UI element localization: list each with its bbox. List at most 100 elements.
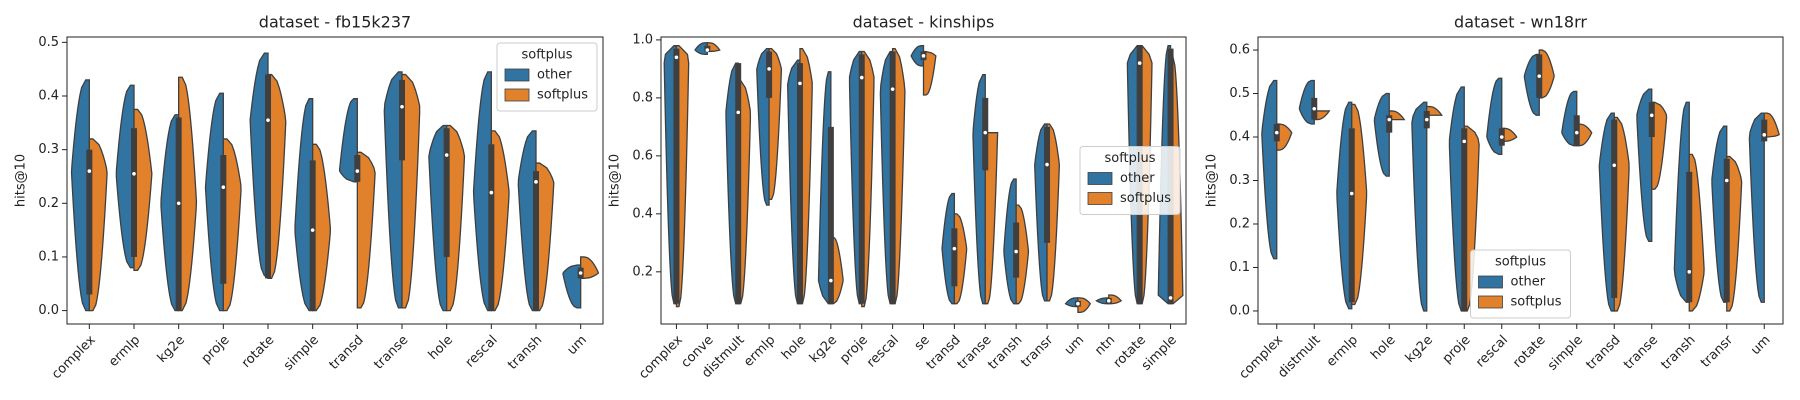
legend-title: softplus xyxy=(1495,255,1546,270)
half-violin xyxy=(817,71,832,305)
half-violin xyxy=(1538,49,1555,99)
y-tick-label: 0.4 xyxy=(632,206,653,221)
median-dot xyxy=(1106,299,1111,303)
half-violin xyxy=(535,162,555,312)
y-tick-label: 1.0 xyxy=(632,32,653,47)
iqr-box xyxy=(827,126,834,304)
iqr-box xyxy=(309,160,316,311)
x-tick-label: ntn xyxy=(1092,333,1118,359)
x-tick-label: um xyxy=(1062,333,1087,358)
median-dot xyxy=(983,130,988,135)
iqr-box xyxy=(889,51,896,304)
half-violin xyxy=(1336,101,1353,310)
median-dot xyxy=(798,81,802,86)
half-violin xyxy=(1448,86,1465,312)
iqr-box xyxy=(354,155,361,182)
median-dot xyxy=(176,201,181,206)
median-dot xyxy=(1076,301,1080,306)
x-tick-label: proje xyxy=(199,333,233,367)
y-tick-label: 0.2 xyxy=(1229,216,1250,231)
y-tick-label: 0.6 xyxy=(1229,43,1250,58)
half-violin xyxy=(1613,116,1630,312)
y-tick-label: 0.0 xyxy=(1229,303,1250,318)
x-tick-label: ermlp xyxy=(1324,333,1361,370)
x-tick-label: transe xyxy=(1621,333,1661,373)
x-tick-label: se xyxy=(912,333,933,354)
median-dot xyxy=(705,48,710,52)
half-violin xyxy=(383,71,403,309)
half-violin xyxy=(312,143,331,312)
y-tick-label: 0.5 xyxy=(38,35,59,50)
half-violin xyxy=(1673,101,1690,303)
x-tick-label: transh xyxy=(505,333,545,373)
half-violin xyxy=(1561,90,1578,147)
half-violin xyxy=(910,45,925,67)
half-violin xyxy=(160,114,180,312)
x-tick-label: simple xyxy=(281,333,322,374)
median-dot xyxy=(221,185,226,190)
median-dot xyxy=(1724,178,1729,183)
median-dot xyxy=(578,271,583,275)
iqr-box xyxy=(265,74,271,279)
x-tick-label: transh xyxy=(985,333,1025,373)
half-violin xyxy=(1426,105,1443,116)
x-tick-label: transh xyxy=(1658,333,1698,373)
half-violin xyxy=(1064,297,1079,308)
half-violin xyxy=(706,42,721,53)
half-violin xyxy=(1726,155,1743,312)
x-tick-label: transr xyxy=(1698,332,1736,370)
subplot: dataset - fb15k237 hits@10 0.0 0.1 0.2 0.3 0.4… xyxy=(14,13,604,382)
iqr-box xyxy=(175,117,182,311)
x-tick-label: hole xyxy=(779,333,809,363)
y-tick-label: 0.2 xyxy=(632,264,653,279)
median-dot xyxy=(1168,296,1173,300)
median-dot xyxy=(355,169,360,173)
half-violin xyxy=(879,50,894,305)
half-violin xyxy=(694,42,708,56)
median-dot xyxy=(921,54,926,58)
subplot-title: dataset - fb15k237 xyxy=(259,13,411,32)
half-violin xyxy=(517,130,537,312)
iqr-box xyxy=(443,128,450,257)
half-violin xyxy=(1046,123,1061,302)
half-violin xyxy=(1523,53,1540,116)
x-tick-label: hole xyxy=(426,333,456,363)
median-dot xyxy=(1537,74,1542,78)
half-violin xyxy=(1373,92,1390,177)
median-dot xyxy=(132,171,136,176)
x-tick-label: um xyxy=(1748,333,1773,358)
iqr-box xyxy=(796,63,803,304)
half-violin xyxy=(472,71,492,312)
half-violin xyxy=(941,192,956,305)
axes-frame xyxy=(66,36,604,325)
median-dot xyxy=(859,75,864,80)
legend-title: softplus xyxy=(1104,151,1155,166)
half-violin xyxy=(580,256,600,280)
median-dot xyxy=(266,118,270,122)
median-dot xyxy=(1014,249,1018,254)
x-tick-label: kg2e xyxy=(1403,333,1436,366)
median-dot xyxy=(1762,133,1767,137)
median-dot xyxy=(87,169,92,173)
iqr-box xyxy=(673,48,680,304)
half-violin xyxy=(861,50,875,308)
iqr-box xyxy=(488,144,495,311)
axes-frame xyxy=(1257,36,1784,325)
half-violin xyxy=(70,79,90,312)
legend-swatch xyxy=(504,88,530,102)
half-violin xyxy=(294,98,314,312)
half-violin xyxy=(1313,110,1331,121)
median-dot xyxy=(674,55,679,60)
y-tick-label: 0.1 xyxy=(38,249,59,264)
half-violin xyxy=(1598,112,1615,312)
half-violin xyxy=(922,50,937,96)
y-axis-label: hits@10 xyxy=(1205,154,1220,207)
half-violin xyxy=(786,59,801,305)
half-violin xyxy=(1388,110,1406,121)
y-tick-label: 0.3 xyxy=(38,142,59,157)
half-violin xyxy=(1077,297,1092,314)
iqr-box xyxy=(1723,158,1730,303)
half-violin xyxy=(1095,297,1110,305)
half-violin xyxy=(1501,127,1518,143)
x-tick-label: hole xyxy=(1368,333,1398,363)
